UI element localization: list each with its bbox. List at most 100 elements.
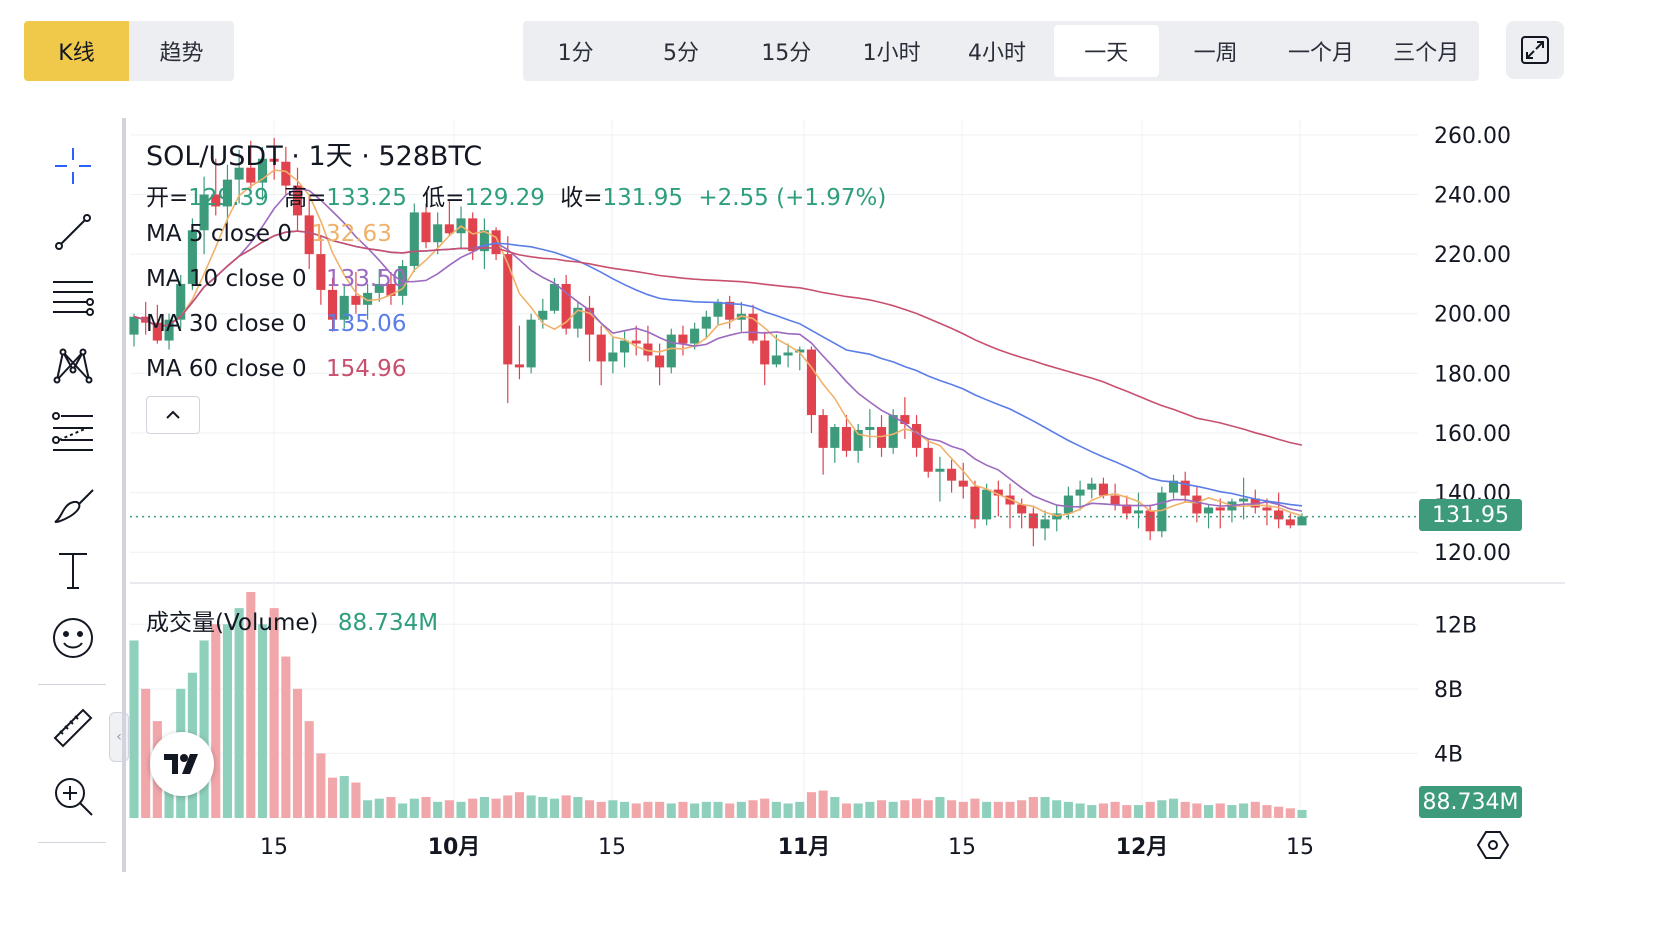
volume-bar xyxy=(1133,805,1144,818)
zoom-in-icon xyxy=(55,778,93,816)
candle-body xyxy=(561,283,571,329)
candle-body xyxy=(818,415,828,448)
volume-bar xyxy=(1168,798,1179,818)
volume-bar xyxy=(1262,805,1272,818)
last-price-tag: 131.95 xyxy=(1419,499,1522,531)
moving-averages xyxy=(130,169,1418,518)
volume-bar xyxy=(398,803,408,818)
candle-body xyxy=(725,301,735,320)
brush-icon xyxy=(54,489,94,523)
volume-bar xyxy=(596,801,606,818)
settings-icon xyxy=(1476,831,1510,859)
interval-1h-button[interactable]: 1小时 xyxy=(862,41,921,66)
price-tick-label: 160.00 xyxy=(1434,422,1511,447)
volume-bar xyxy=(1192,803,1202,818)
horizontal-lines-tool[interactable] xyxy=(38,270,108,326)
crosshair-tool[interactable] xyxy=(38,138,108,194)
candle-body xyxy=(1017,504,1027,514)
tradingview-logo[interactable] xyxy=(150,732,214,796)
candle-body xyxy=(1087,483,1097,490)
volume-bar xyxy=(865,801,875,818)
time-tick-label: 15 xyxy=(948,835,976,860)
volume-bar xyxy=(1005,801,1015,818)
volume-bar xyxy=(549,798,560,818)
volume-bar xyxy=(141,688,151,818)
candle-body xyxy=(935,468,945,472)
volume-bar xyxy=(958,801,968,818)
candle-body xyxy=(1110,495,1120,505)
volume-bar xyxy=(538,797,548,818)
zoom-in-tool[interactable] xyxy=(38,768,108,824)
volume-bar xyxy=(1297,809,1307,818)
volume-bar xyxy=(1239,803,1249,818)
volume-tick-label: 8B xyxy=(1434,678,1463,703)
ruler-tool[interactable] xyxy=(38,700,108,756)
candle-body xyxy=(1250,498,1260,508)
price-tick-label: 240.00 xyxy=(1434,184,1511,209)
candle-body xyxy=(865,427,875,430)
candle-body xyxy=(1063,495,1073,514)
interval-1m-button[interactable]: 1分 xyxy=(557,41,594,66)
legend-collapse-button[interactable] xyxy=(146,396,200,434)
fullscreen-button[interactable] xyxy=(1506,21,1564,79)
candle-body xyxy=(526,319,536,368)
close-value: 131.95 xyxy=(602,185,683,211)
volume-bar xyxy=(199,640,209,818)
interval-1d-button[interactable]: 一天 xyxy=(1053,25,1159,77)
volume-bar xyxy=(1180,801,1190,818)
candle-body xyxy=(316,254,326,290)
volume-bar xyxy=(1063,801,1073,818)
interval-4h-button[interactable]: 4小时 xyxy=(967,41,1026,66)
ma60-line xyxy=(133,230,1303,446)
volume-bar xyxy=(526,795,536,818)
candle-body xyxy=(748,313,758,341)
volume-bar xyxy=(1122,805,1132,818)
candle-body xyxy=(1075,489,1085,496)
emoji-tool[interactable] xyxy=(38,610,108,666)
candle-body xyxy=(292,185,303,216)
last-volume-tag: 88.734M xyxy=(1419,786,1522,818)
pattern-tool[interactable] xyxy=(38,336,108,392)
volume-bar xyxy=(409,798,419,818)
volume-tick-label: 4B xyxy=(1434,742,1463,767)
volume-bar xyxy=(1250,801,1260,818)
volume-bar xyxy=(339,776,349,818)
volume-bar xyxy=(841,803,852,818)
toolbar-divider xyxy=(38,684,106,685)
candle-body xyxy=(444,224,454,234)
volume-bar xyxy=(491,798,501,818)
volume-bar xyxy=(234,608,244,818)
volume-bar xyxy=(573,797,583,818)
interval-5m-button[interactable]: 5分 xyxy=(662,41,699,66)
price-tick-label: 200.00 xyxy=(1434,303,1511,328)
candle-body xyxy=(199,194,209,231)
fib-icon xyxy=(52,412,93,451)
brush-tool[interactable] xyxy=(38,476,108,532)
volume-bar xyxy=(328,777,338,818)
text-tool[interactable] xyxy=(38,542,108,598)
volume-bar xyxy=(1028,797,1038,818)
candle-body xyxy=(701,316,711,329)
volume-bar xyxy=(620,801,630,818)
candle-body xyxy=(970,486,980,520)
volume-bar xyxy=(292,688,303,818)
candle-body xyxy=(363,292,373,305)
chart-settings-button[interactable] xyxy=(1476,828,1510,862)
expand-icon xyxy=(1521,36,1549,64)
volume-bar xyxy=(211,624,221,818)
interval-1mo-button[interactable]: 一个月 xyxy=(1287,41,1354,66)
mode-trend-button[interactable]: 趋势 xyxy=(159,41,204,66)
candle-body xyxy=(608,352,618,362)
interval-3mo-button[interactable]: 三个月 xyxy=(1393,41,1460,66)
volume-bar xyxy=(386,797,396,818)
volume-bar xyxy=(281,656,291,818)
trend-line-tool[interactable] xyxy=(38,204,108,260)
interval-15m-button[interactable]: 15分 xyxy=(761,41,812,66)
volume-bar xyxy=(1204,805,1214,818)
interval-1w-button[interactable]: 一周 xyxy=(1193,41,1238,66)
candle-body xyxy=(713,301,723,317)
mode-kline-button[interactable]: K线 xyxy=(24,21,129,81)
time-tick-label: 11月 xyxy=(778,835,831,860)
fib-tool[interactable] xyxy=(38,404,108,460)
candle-body xyxy=(222,179,232,207)
